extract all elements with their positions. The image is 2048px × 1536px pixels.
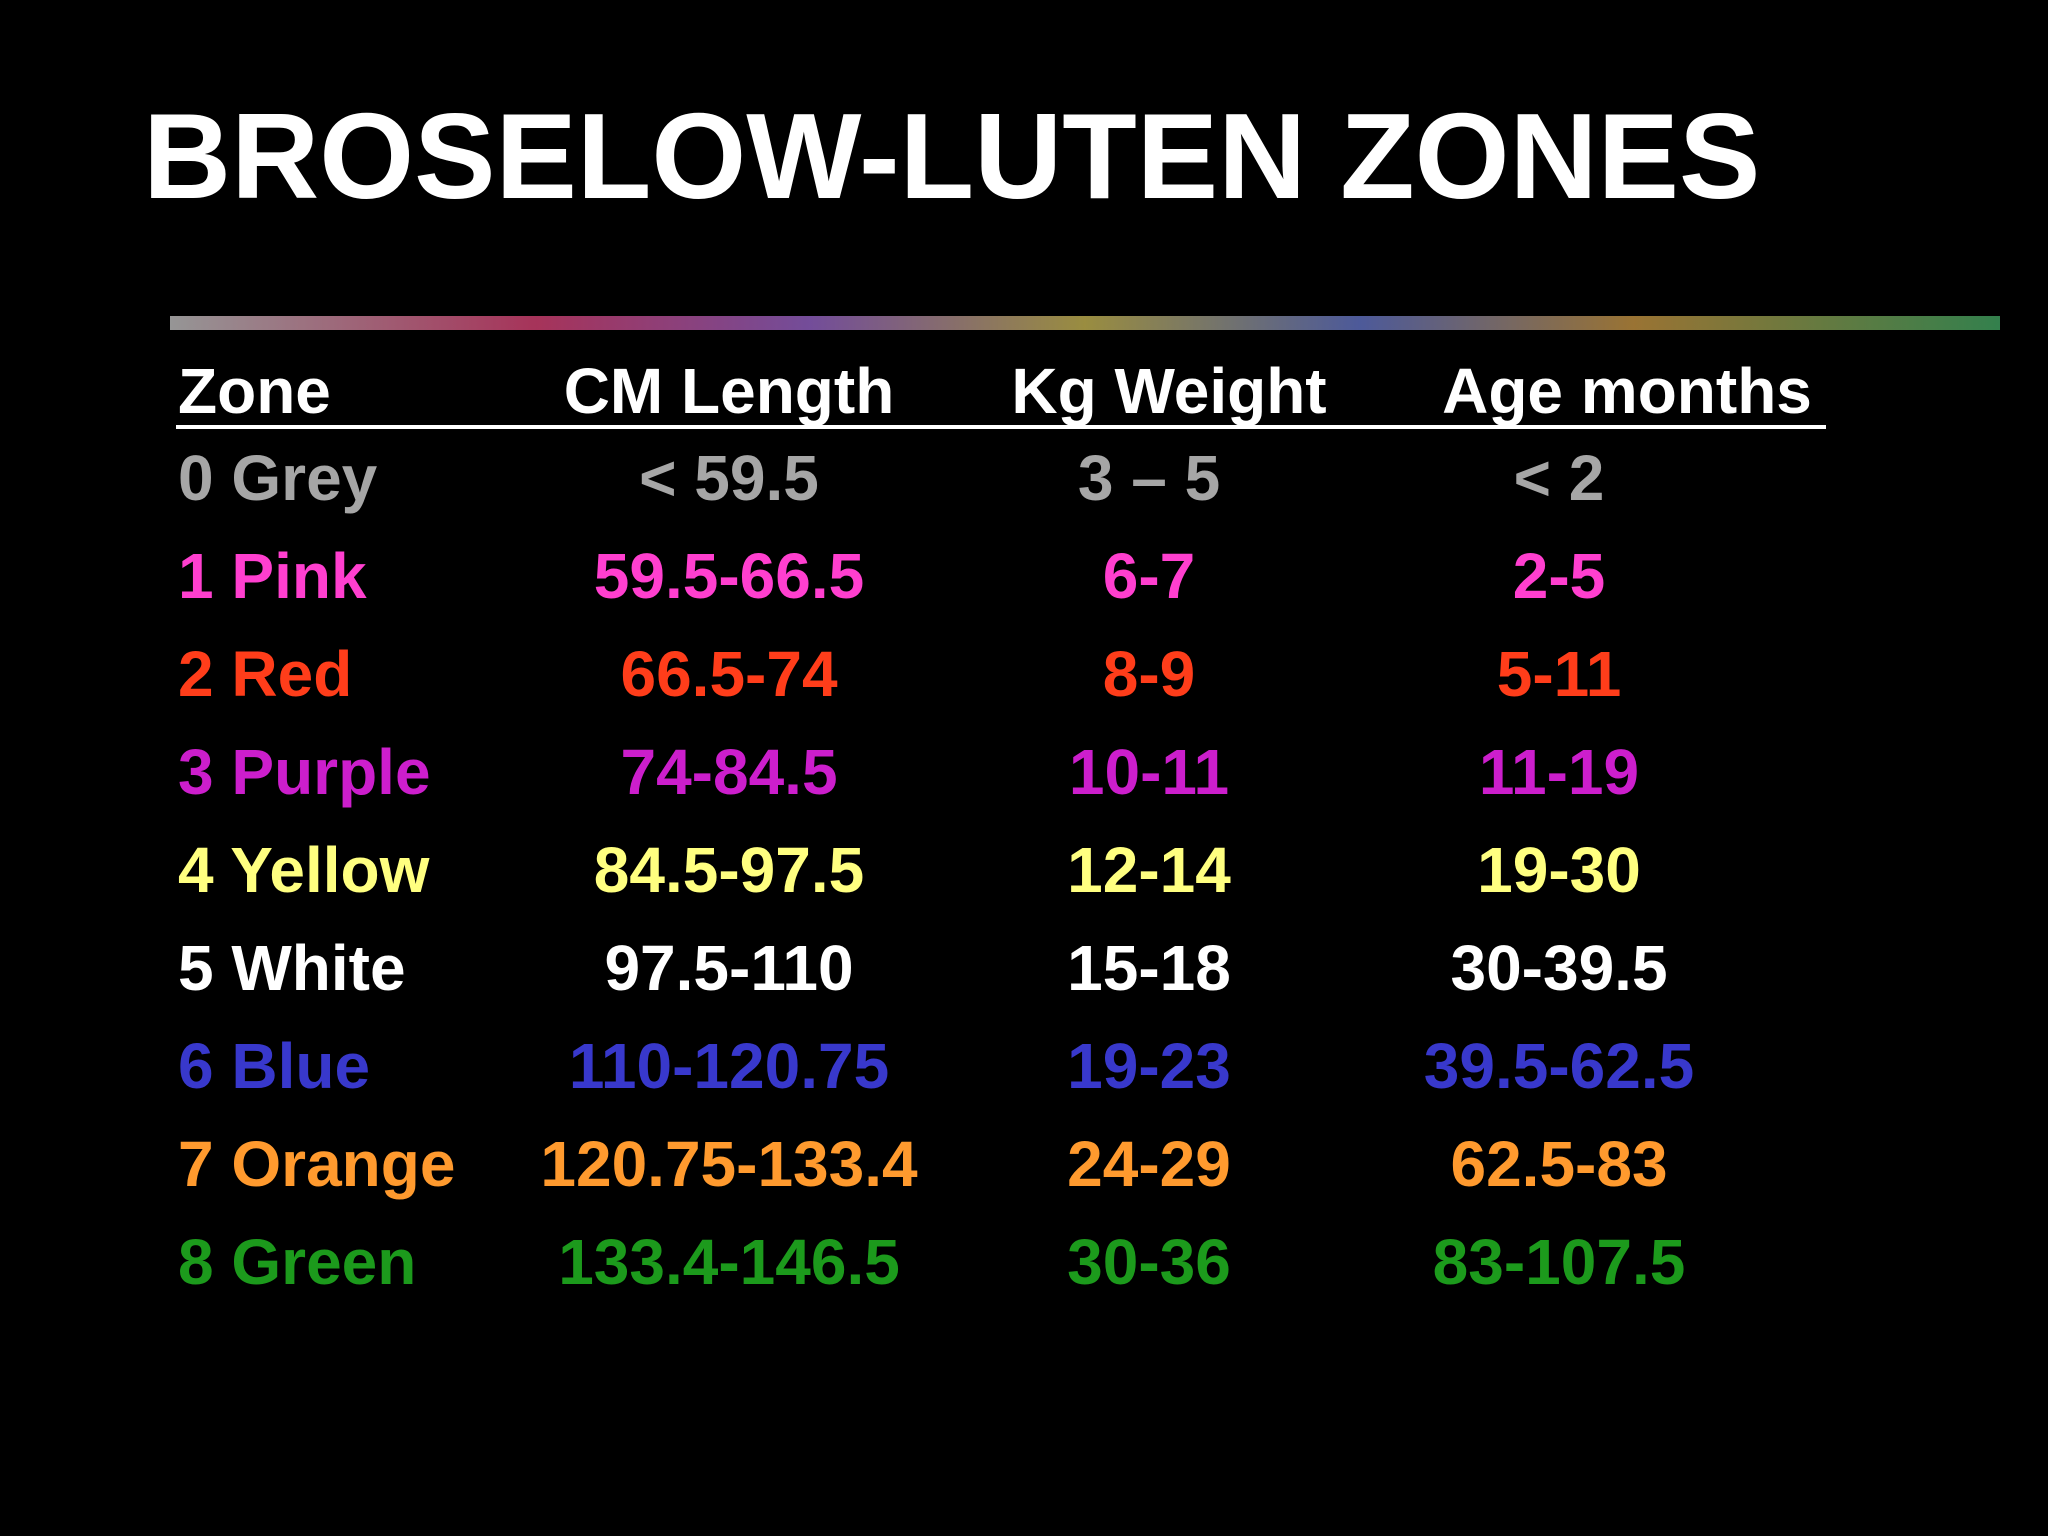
column-header: CM Length (564, 355, 895, 427)
zone-label: 2 Red (178, 638, 352, 710)
table-cell: 97.5-110 (604, 932, 853, 1004)
table-cell: 15-18 (1067, 932, 1231, 1004)
table-cell: 8-9 (1103, 638, 1196, 710)
column-header: Zone (178, 355, 331, 427)
table-cell: 6-7 (1103, 540, 1196, 612)
table-cell: 5-11 (1497, 638, 1622, 710)
table-cell: 66.5-74 (620, 638, 837, 710)
table-cell: 133.4-146.5 (558, 1226, 900, 1298)
column-header: Age months (1442, 355, 1812, 427)
table-cell: 30-39.5 (1450, 932, 1667, 1004)
zone-label: 5 White (178, 932, 406, 1004)
zone-label: 7 Orange (178, 1128, 455, 1200)
table-cell: 3 – 5 (1078, 442, 1220, 514)
zone-label: 6 Blue (178, 1030, 370, 1102)
table-cell: 12-14 (1067, 834, 1231, 906)
table-cell: 19-30 (1477, 834, 1641, 906)
table-cell: 24-29 (1067, 1128, 1231, 1200)
table-cell: 10-11 (1069, 736, 1229, 808)
table: Zone CM Length Kg Weight Age months 0 Grey < … (178, 355, 1812, 1298)
table-cell: < 59.5 (639, 442, 819, 514)
table-cell: 11-19 (1479, 736, 1639, 808)
zone-label: 8 Green (178, 1226, 416, 1298)
table-cell: 74-84.5 (620, 736, 837, 808)
zone-label: 1 Pink (178, 540, 367, 612)
table-cell: 30-36 (1067, 1226, 1231, 1298)
table-cell: 39.5-62.5 (1424, 1030, 1694, 1102)
slide-title: BROSELOW-LUTEN ZONES (143, 88, 1760, 224)
table-cell: 59.5-66.5 (594, 540, 864, 612)
table-cell: 19-23 (1067, 1030, 1231, 1102)
zone-label: 0 Grey (178, 442, 378, 514)
table-cell: 83-107.5 (1433, 1226, 1686, 1298)
zone-label: 4 Yellow (178, 834, 430, 906)
table-cell: 110-120.75 (569, 1030, 889, 1102)
table-cell: 84.5-97.5 (594, 834, 864, 906)
table-cell: 2-5 (1513, 540, 1606, 612)
zone-label: 3 Purple (178, 736, 431, 808)
table-cell: < 2 (1514, 442, 1605, 514)
decorative-strip (170, 316, 2000, 330)
table-cell: 120.75-133.4 (540, 1128, 918, 1200)
column-header: Kg Weight (1011, 355, 1326, 427)
table-cell: 62.5-83 (1450, 1128, 1667, 1200)
